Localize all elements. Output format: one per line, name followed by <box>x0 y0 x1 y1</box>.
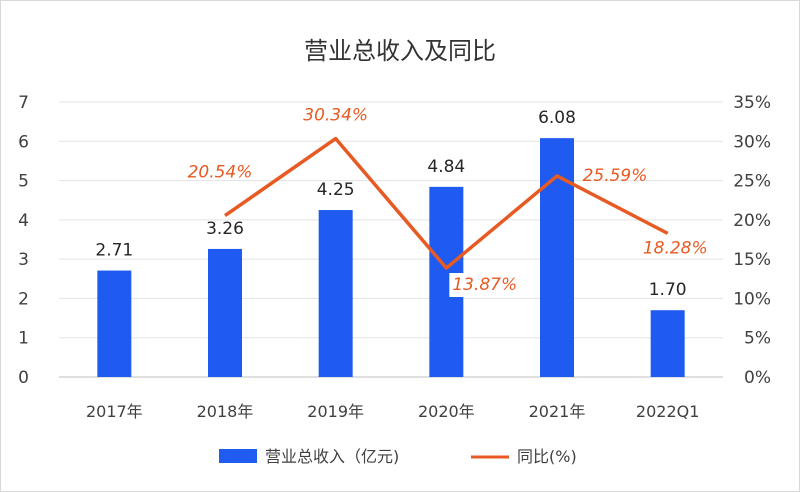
bar <box>540 138 574 377</box>
bar-value-label: 3.26 <box>206 219 244 239</box>
x-tick-label: 2021年 <box>529 402 586 421</box>
yoy-line <box>224 136 669 270</box>
bar <box>650 310 685 377</box>
legend-bar-label: 营业总收入（亿元) <box>265 447 399 466</box>
x-axis-ticks: 2017年 2018年 2019年 2020年 2021年 2022Q1 <box>86 402 699 421</box>
chart-title: 营业总收入及同比 <box>304 37 496 65</box>
left-tick-label: 6 <box>18 132 29 152</box>
x-tick-label: 2017年 <box>86 402 143 421</box>
line-value-label: 30.34% <box>303 106 368 126</box>
line-value-label: 25.59% <box>583 166 648 186</box>
right-tick-label: 20% <box>733 211 771 231</box>
bar <box>318 210 353 377</box>
legend-line-label: 同比(%) <box>517 447 577 466</box>
right-tick-label: 10% <box>733 289 771 309</box>
line-series: 20.54% 30.34% 13.87% 25.59% 18.28% <box>188 106 708 298</box>
bar <box>208 248 242 377</box>
x-tick-label: 2022Q1 <box>636 402 700 421</box>
legend-bar-swatch <box>219 449 257 463</box>
right-tick-label: 5% <box>744 329 771 349</box>
bar-series: 2.71 3.26 4.25 4.84 6.08 1.70 <box>95 108 687 377</box>
left-tick-label: 5 <box>18 172 29 192</box>
left-tick-label: 0 <box>18 368 29 388</box>
bar-value-label: 4.84 <box>427 157 465 177</box>
left-tick-label: 2 <box>18 289 29 309</box>
right-tick-label: 0% <box>744 368 771 388</box>
gridlines <box>59 101 723 378</box>
x-tick-label: 2018年 <box>197 402 254 421</box>
left-tick-label: 3 <box>18 250 29 270</box>
bar-value-label: 2.71 <box>95 241 133 261</box>
legend: 营业总收入（亿元) 同比(%) <box>219 447 577 466</box>
left-tick-label: 1 <box>18 329 29 349</box>
left-tick-label: 4 <box>18 211 29 231</box>
x-tick-label: 2019年 <box>307 402 364 421</box>
line-value-label: 13.87% <box>452 275 517 295</box>
line-value-label: 18.28% <box>643 238 708 258</box>
line-value-label: 20.54% <box>188 163 253 183</box>
bar-value-label: 1.70 <box>649 280 687 300</box>
right-tick-label: 30% <box>733 132 771 152</box>
bar <box>97 270 132 377</box>
right-axis-ticks: 0% 5% 10% 15% 20% 25% 30% 35% <box>733 93 771 388</box>
right-tick-label: 35% <box>733 93 771 113</box>
right-tick-label: 15% <box>733 250 771 270</box>
bar-value-label: 6.08 <box>538 108 576 128</box>
line-label-background <box>449 273 521 298</box>
left-axis-ticks: 0 1 2 3 4 5 6 7 <box>18 93 29 388</box>
x-tick-label: 2020年 <box>418 402 475 421</box>
left-tick-label: 7 <box>18 93 29 113</box>
bar-value-label: 4.25 <box>317 180 355 200</box>
right-tick-label: 25% <box>733 172 771 192</box>
